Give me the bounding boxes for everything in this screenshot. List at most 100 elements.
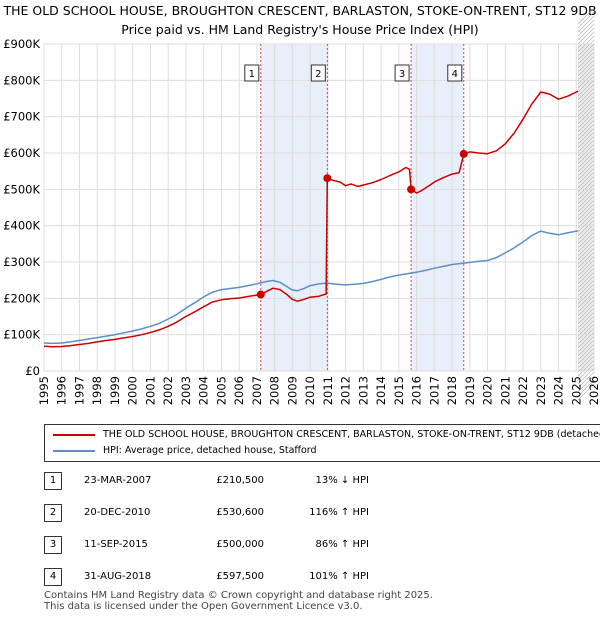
forecast-hatch-line (577, 219, 595, 237)
sale-number: 1 (44, 472, 62, 490)
forecast-hatch-line (577, 243, 595, 261)
sale-point (407, 185, 416, 194)
sale-hpi-diff: 86% ↑ HPI (315, 539, 369, 550)
legend: THE OLD SCHOOL HOUSE, BROUGHTON CRESCENT… (44, 424, 600, 462)
x-tick-label: 2018 (445, 376, 459, 405)
forecast-hatch-line (577, 267, 595, 285)
x-tick-label: 2002 (161, 376, 175, 405)
forecast-hatch-line (577, 223, 595, 241)
forecast-hatch-line (577, 15, 595, 33)
forecast-hatch-line (577, 59, 595, 77)
sale-price: £500,000 (216, 539, 264, 550)
x-tick-label: 2022 (516, 376, 530, 405)
sale-hpi-diff: 13% ↓ HPI (315, 475, 369, 486)
footer: Contains HM Land Registry data © Crown c… (44, 590, 433, 612)
sale-price: £210,500 (216, 475, 264, 486)
forecast-hatch-line (577, 79, 595, 97)
forecast-hatch-line (577, 291, 595, 309)
forecast-hatch-line (577, 363, 595, 381)
forecast-hatch-line (577, 107, 595, 125)
forecast-hatch-line (577, 339, 595, 357)
sale-hpi-diff: 116% ↑ HPI (309, 507, 369, 518)
forecast-hatch-line (577, 39, 595, 57)
forecast-hatch-line (577, 375, 595, 393)
forecast-hatch-line (577, 335, 595, 353)
forecast-hatch-line (577, 171, 595, 189)
x-tick-label: 2005 (214, 376, 228, 405)
forecast-hatch-line (577, 167, 595, 185)
forecast-hatch-line (577, 67, 595, 85)
legend-item-property: THE OLD SCHOOL HOUSE, BROUGHTON CRESCENT… (53, 429, 600, 443)
forecast-hatch-line (577, 247, 595, 265)
x-tick-label: 1997 (72, 376, 86, 405)
x-tick-label: 2025 (569, 376, 583, 405)
forecast-hatch-line (577, 11, 595, 29)
sale-date: 23-MAR-2007 (84, 475, 152, 486)
forecast-hatch-line (577, 319, 595, 337)
sale-number: 2 (44, 504, 62, 522)
forecast-hatch-line (577, 307, 595, 325)
forecast-hatch-line (577, 371, 595, 389)
forecast-hatch-line (577, 99, 595, 117)
shaded-ranges (260, 44, 464, 371)
x-tick-label: 2009 (285, 376, 299, 405)
forecast-hatch-line (577, 263, 595, 281)
x-tick-label: 1995 (37, 376, 51, 405)
footer-line-licence: This data is licensed under the Open Gov… (44, 601, 363, 612)
forecast-hatch-line (577, 91, 595, 109)
y-tick-label: £700K (3, 110, 40, 124)
legend-item-hpi: HPI: Average price, detached house, Staf… (53, 445, 317, 459)
forecast-hatch-line (577, 55, 595, 73)
y-tick-label: £300K (3, 255, 40, 269)
shaded-range (260, 44, 328, 371)
sale-marker-lines (260, 44, 465, 371)
y-axis: £0 £100K £200K £300K £400K £500K £600K £700K £80… (3, 37, 40, 378)
forecast-hatch-line (577, 47, 595, 65)
forecast-hatch-line (577, 151, 595, 169)
forecast-hatch-line (577, 143, 595, 161)
forecast-hatch-line (577, 311, 595, 329)
forecast-hatch-line (577, 299, 595, 317)
forecast-hatch-line (577, 75, 595, 93)
forecast-hatch-line (577, 159, 595, 177)
x-tick-label: 2011 (321, 376, 335, 405)
forecast-hatch-line (577, 127, 595, 145)
forecast-hatch-line (577, 31, 595, 49)
chart-title-block: THE OLD SCHOOL HOUSE, BROUGHTON CRESCENT… (0, 1, 600, 43)
sale-date: 11-SEP-2015 (84, 539, 148, 550)
x-tick-label: 2007 (250, 376, 264, 405)
sale-date: 31-AUG-2018 (84, 571, 152, 582)
sale-number: 4 (44, 568, 62, 586)
forecast-hatch-line (577, 347, 595, 365)
forecast-hatch-line (577, 103, 595, 121)
sales-table-row: 3 11-SEP-2015 £500,000 86% ↑ HPI (44, 536, 584, 556)
series-line-property (43, 90, 579, 348)
x-tick-label: 2000 (126, 376, 140, 405)
x-tick-label: 2020 (481, 376, 495, 405)
sale-hpi-diff: 101% ↑ HPI (309, 571, 369, 582)
x-tick-label: 2016 (410, 376, 424, 405)
forecast-hatch-line (577, 207, 595, 225)
sales-table-row: 4 31-AUG-2018 £597,500 101% ↑ HPI (44, 568, 584, 588)
forecast-hatch-line (577, 111, 595, 129)
forecast-hatch-line (577, 203, 595, 221)
forecast-hatch-line (577, 23, 595, 41)
forecast-hatch-line (577, 195, 595, 213)
forecast-hatch-line (577, 63, 595, 81)
x-tick-label: 1999 (108, 376, 122, 405)
forecast-hatch-line (577, 343, 595, 361)
forecast-hatch (577, 7, 595, 401)
forecast-hatch-line (577, 275, 595, 293)
sale-number-box (244, 64, 260, 82)
forecast-hatch-line (577, 191, 595, 209)
forecast-hatch-line (577, 199, 595, 217)
y-tick-label: £100K (3, 328, 40, 342)
y-tick-label: £600K (3, 146, 40, 160)
x-tick-label: 2026 (587, 376, 600, 405)
chart-title: THE OLD SCHOOL HOUSE, BROUGHTON CRESCENT… (3, 3, 597, 18)
sale-point (459, 149, 468, 158)
sale-point (323, 174, 332, 183)
forecast-hatch-line (577, 83, 595, 101)
legend-swatch-hpi (53, 449, 95, 452)
sale-number-label: 3 (399, 69, 405, 80)
